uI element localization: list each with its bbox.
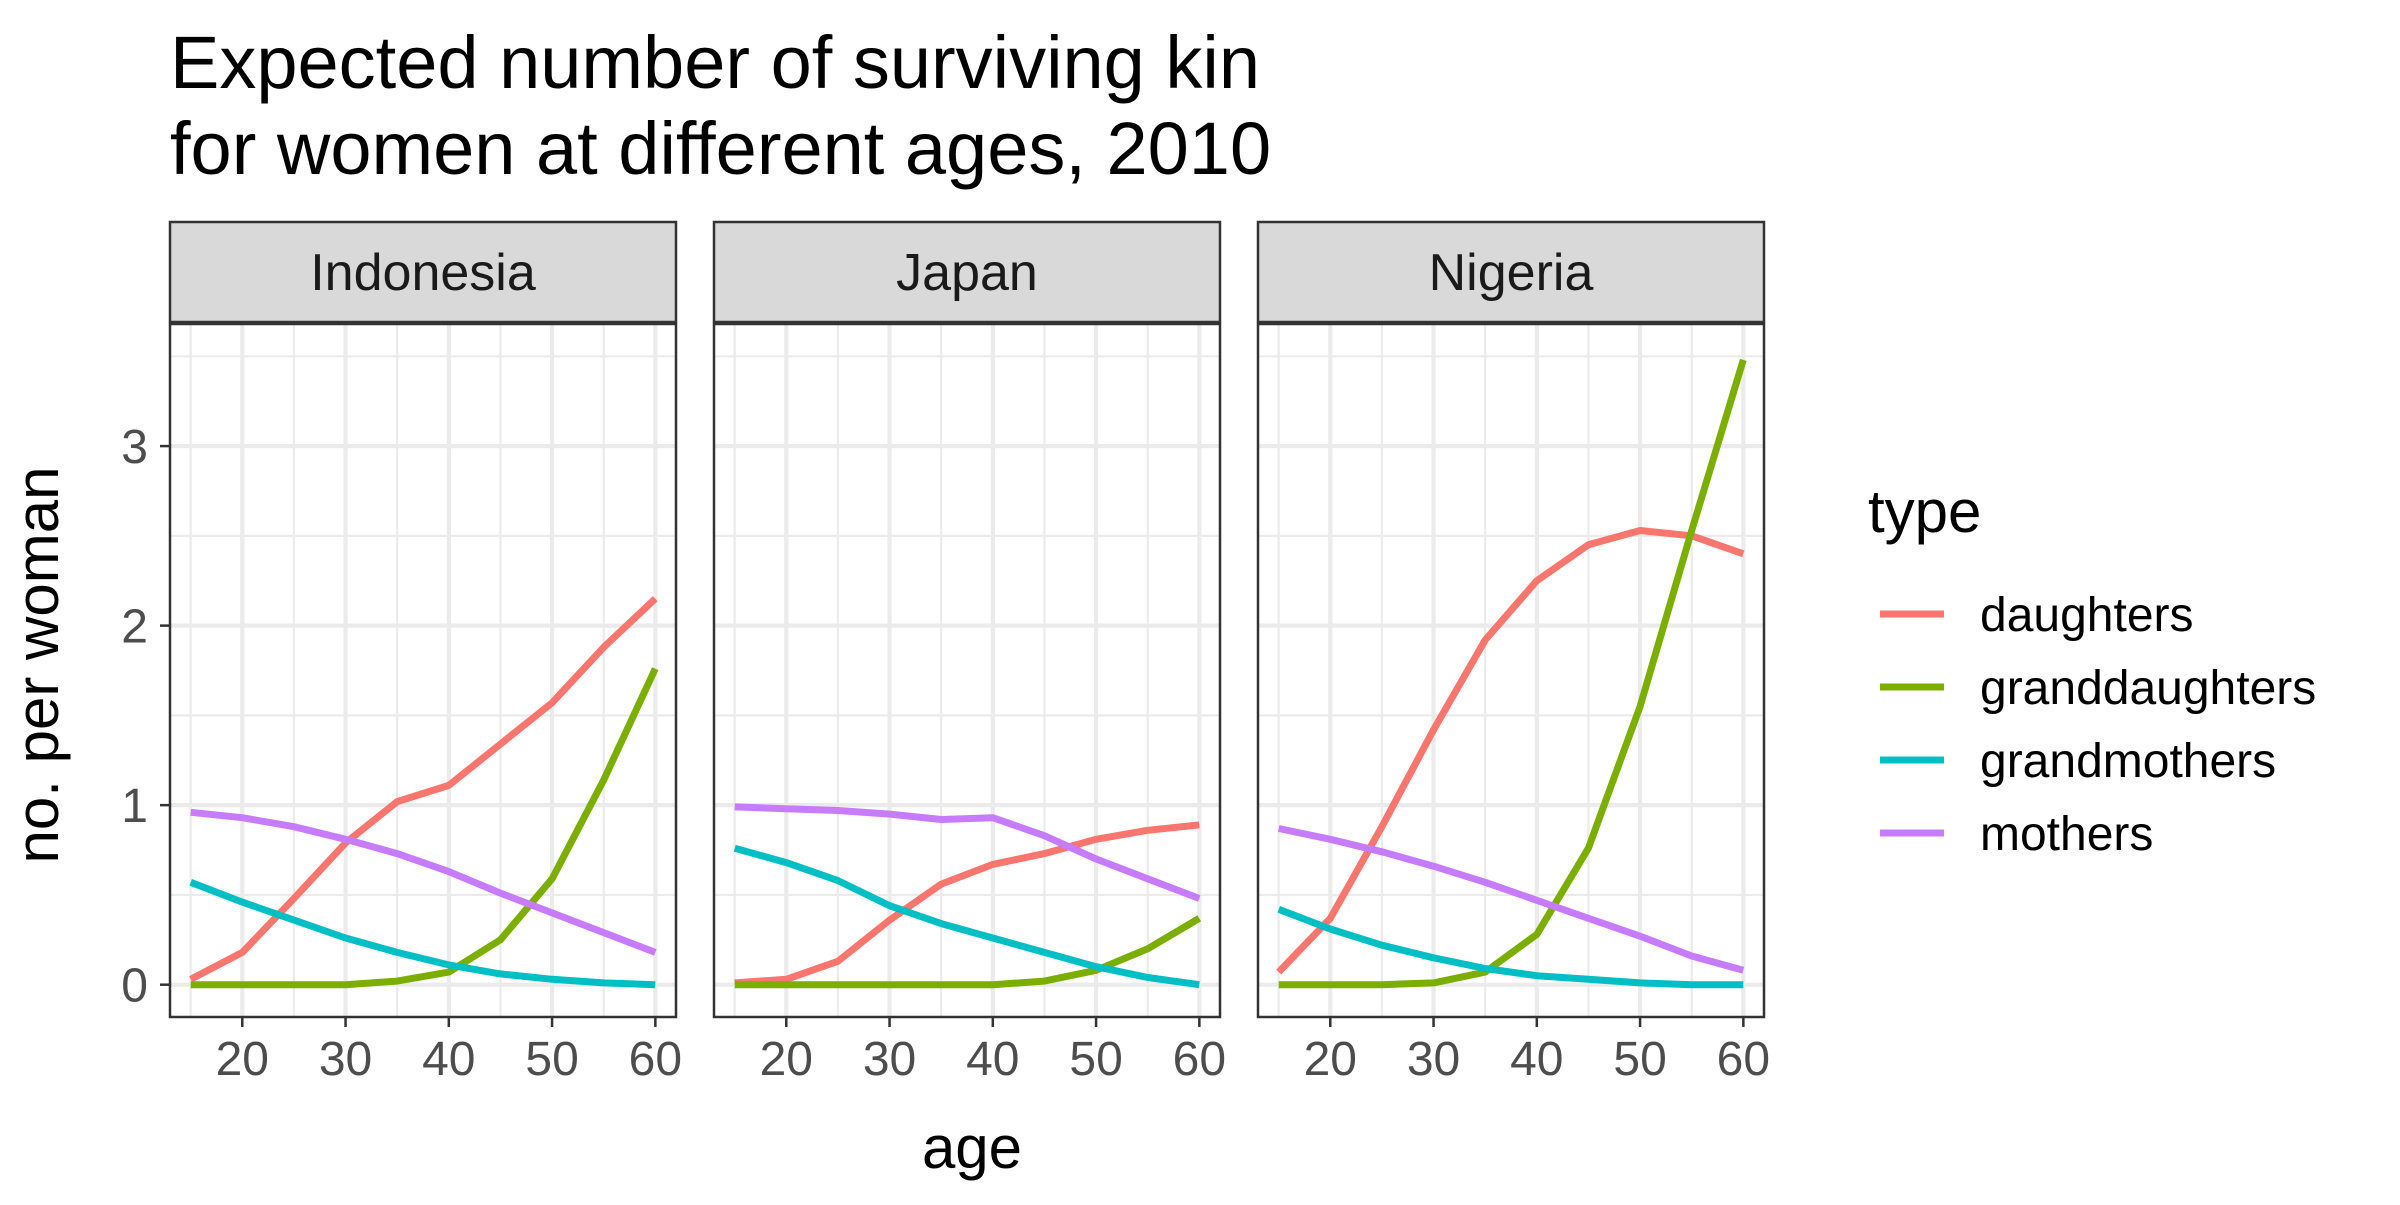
- series-line-japan-grandmothers: [733, 844, 1200, 989]
- panel-japan: Japan 20 30 40 50 60: [712, 220, 1226, 1086]
- series-line-japan-daughters: [734, 821, 1200, 987]
- legend-label-granddaughters: granddaughters: [1980, 662, 2316, 715]
- facet-label-japan: Japan: [896, 244, 1038, 302]
- x-tick-label: 60: [629, 1033, 682, 1086]
- x-tick-label: 20: [216, 1033, 269, 1086]
- panel-nigeria: Nigeria 20 30 40 50 60: [1256, 220, 1770, 1086]
- x-tick-label: 30: [863, 1033, 916, 1086]
- series-line-japan-granddaughters: [734, 915, 1202, 989]
- legend-item-mothers: mothers: [1880, 808, 2153, 861]
- series-line-indonesia-grandmothers: [189, 879, 656, 989]
- series-line-nigeria-grandmothers: [1277, 906, 1744, 989]
- y-tick-label: 0: [121, 960, 148, 1013]
- x-tick-label: 30: [1407, 1033, 1460, 1086]
- x-tick-label: 50: [525, 1033, 578, 1086]
- x-axis-japan: 20 30 40 50 60: [760, 1017, 1226, 1086]
- x-tick-label: 40: [1510, 1033, 1563, 1086]
- panel-border-nigeria: [1256, 322, 1766, 1019]
- x-tick-label: 50: [1069, 1033, 1122, 1086]
- series-line-nigeria-mothers: [1277, 825, 1745, 974]
- y-tick-label: 1: [121, 780, 148, 833]
- y-axis: 0 1 2 3: [121, 421, 170, 1013]
- legend-title: type: [1868, 478, 1981, 545]
- x-axis-nigeria: 20 30 40 50 60: [1304, 1017, 1770, 1086]
- facet-label-indonesia: Indonesia: [310, 244, 536, 302]
- facet-strip-indonesia: [168, 220, 678, 324]
- gridlines-japan: [714, 324, 1220, 1017]
- x-tick-label: 30: [319, 1033, 372, 1086]
- y-tick-label: 3: [121, 421, 148, 474]
- series-line-nigeria-daughters: [1276, 527, 1745, 975]
- legend-label-mothers: mothers: [1980, 808, 2153, 861]
- panel-border-indonesia: [168, 322, 678, 1019]
- x-tick-label: 60: [1173, 1033, 1226, 1086]
- facet-strip-japan: [712, 220, 1222, 324]
- y-tick-label: 2: [121, 601, 148, 654]
- series-line-indonesia-mothers: [190, 808, 657, 956]
- panel-border-japan: [712, 322, 1222, 1019]
- x-tick-label: 50: [1613, 1033, 1666, 1086]
- chart-title-line-2: for women at different ages, 2010: [170, 107, 1271, 190]
- x-tick-label: 40: [966, 1033, 1019, 1086]
- chart-title-line-1: Expected number of surviving kin: [170, 21, 1260, 104]
- y-axis-title: no. per woman: [4, 467, 71, 864]
- legend-label-grandmothers: grandmothers: [1980, 735, 2276, 788]
- x-axis-title: age: [922, 1114, 1022, 1181]
- series-line-nigeria-granddaughters: [1278, 358, 1747, 989]
- x-tick-label: 20: [760, 1033, 813, 1086]
- legend: type daughters granddaughters grandmothers…: [1868, 478, 2316, 861]
- x-axis-indonesia: 20 30 40 50 60: [216, 1017, 682, 1086]
- series-line-japan-mothers: [734, 803, 1201, 902]
- x-tick-label: 40: [422, 1033, 475, 1086]
- series-line-indonesia-granddaughters: [190, 667, 659, 989]
- series-line-indonesia-daughters: [189, 596, 658, 983]
- x-tick-label: 20: [1304, 1033, 1357, 1086]
- legend-item-grandmothers: grandmothers: [1880, 735, 2276, 788]
- facet-label-nigeria: Nigeria: [1429, 244, 1594, 302]
- x-tick-label: 60: [1717, 1033, 1770, 1086]
- panel-indonesia: Indonesia 20 30 40 50 60: [168, 220, 682, 1086]
- legend-item-daughters: daughters: [1880, 589, 2194, 642]
- facet-strip-nigeria: [1256, 220, 1766, 324]
- legend-item-granddaughters: granddaughters: [1880, 662, 2316, 715]
- legend-label-daughters: daughters: [1980, 589, 2194, 642]
